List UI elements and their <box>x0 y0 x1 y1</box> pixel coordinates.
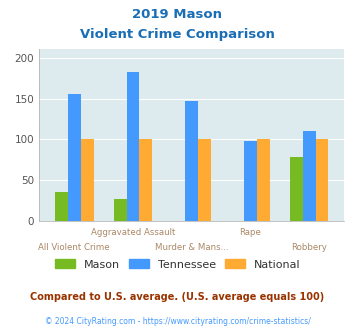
Text: All Violent Crime: All Violent Crime <box>38 244 110 252</box>
Bar <box>185 101 198 221</box>
Bar <box>316 139 328 221</box>
Text: Murder & Mans...: Murder & Mans... <box>155 244 229 252</box>
Legend: Mason, Tennessee, National: Mason, Tennessee, National <box>50 255 305 274</box>
Text: © 2024 CityRating.com - https://www.cityrating.com/crime-statistics/: © 2024 CityRating.com - https://www.city… <box>45 317 310 326</box>
Bar <box>198 139 211 221</box>
Bar <box>303 131 316 221</box>
Bar <box>81 139 94 221</box>
Text: Aggravated Assault: Aggravated Assault <box>91 228 175 237</box>
Text: Compared to U.S. average. (U.S. average equals 100): Compared to U.S. average. (U.S. average … <box>31 292 324 302</box>
Bar <box>257 139 270 221</box>
Bar <box>55 192 68 221</box>
Bar <box>140 139 152 221</box>
Bar <box>126 72 140 221</box>
Bar <box>290 156 303 221</box>
Bar <box>68 94 81 221</box>
Bar <box>244 141 257 221</box>
Text: Violent Crime Comparison: Violent Crime Comparison <box>80 28 275 41</box>
Bar <box>114 199 126 221</box>
Text: 2019 Mason: 2019 Mason <box>132 8 223 21</box>
Text: Robbery: Robbery <box>291 244 327 252</box>
Text: Rape: Rape <box>240 228 261 237</box>
